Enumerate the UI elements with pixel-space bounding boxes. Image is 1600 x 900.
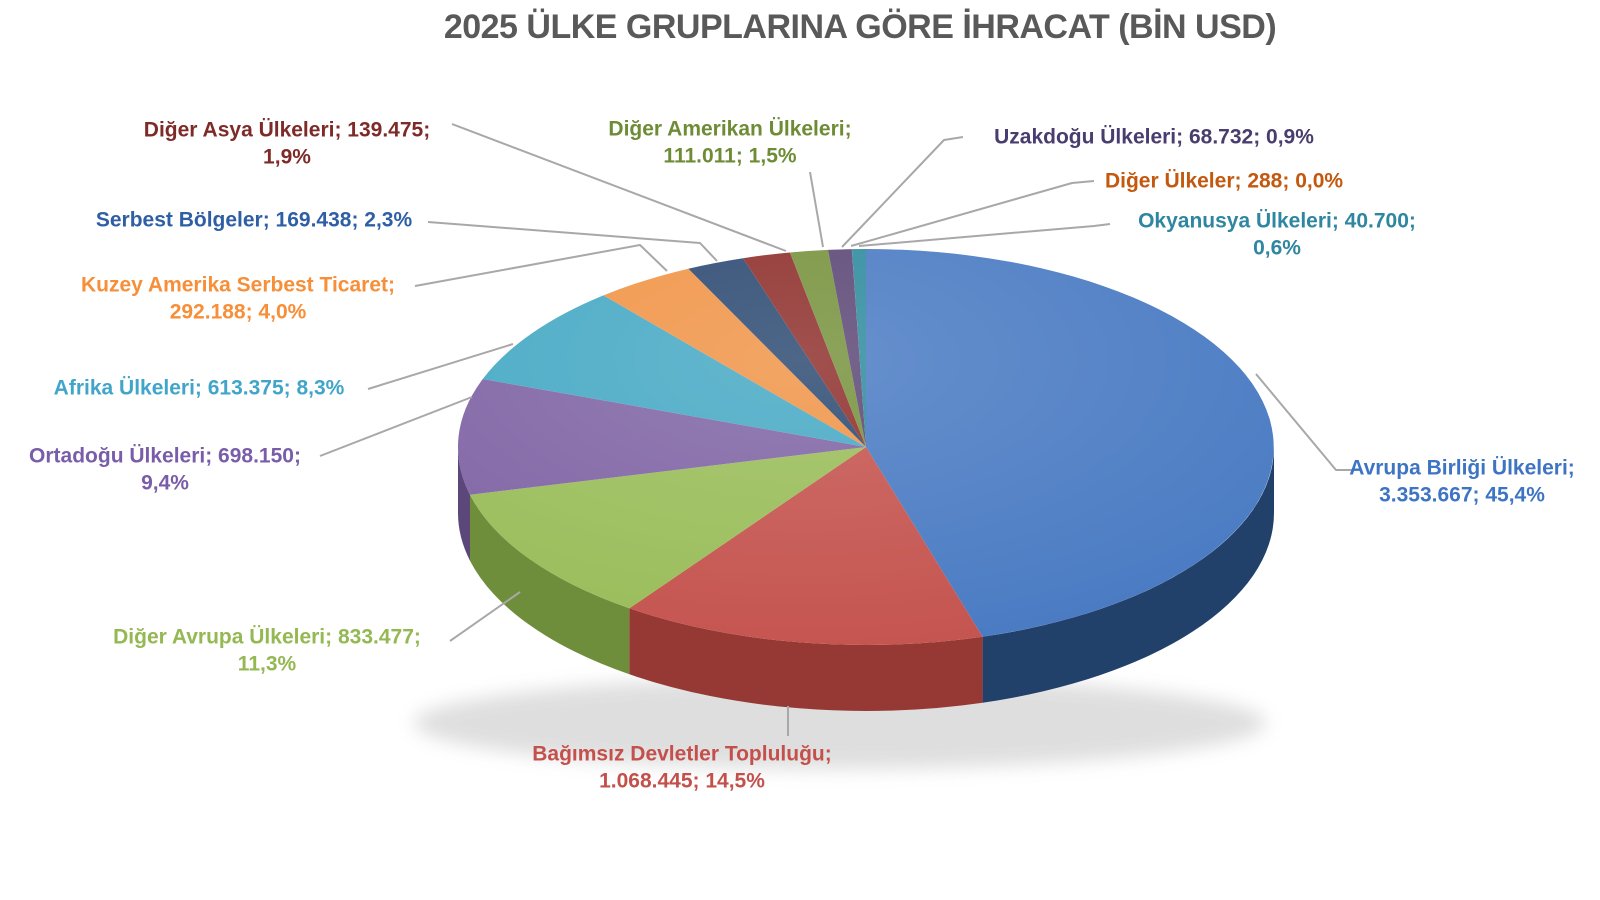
pie-label-line1: Diğer Avrupa Ülkeleri; 833.477;	[113, 625, 421, 649]
pie-label-2: Diğer Avrupa Ülkeleri; 833.477; 11,3%	[113, 624, 421, 679]
pie-label-7: Diğer Asya Ülkeleri; 139.475; 1,9%	[144, 117, 430, 172]
pie-label-line1: Diğer Ülkeler; 288; 0,0%	[1104, 169, 1344, 193]
pie-label-line2: 111.011; 1,5%	[663, 145, 797, 168]
pie-label-8: Diğer Amerikan Ülkeleri; 111.011; 1,5%	[608, 116, 851, 171]
pie-label-line2: 3.353.667; 45,4%	[1379, 484, 1545, 507]
pie-sheen	[458, 249, 1274, 645]
leader-line-8	[809, 171, 824, 248]
pie-side-3	[457, 447, 470, 561]
pie-label-line2: 9,4%	[141, 472, 189, 495]
leader-line-5	[414, 244, 668, 287]
pie-side-1	[629, 608, 983, 711]
leader-line-10	[850, 180, 1095, 247]
leader-line-7	[451, 123, 787, 252]
pie-label-line1: Bağımsız Devletler Topluluğu;	[532, 742, 832, 766]
pie-label-1: Bağımsız Devletler Topluluğu; 1.068.445; …	[532, 741, 831, 796]
leader-line-11	[858, 223, 1111, 247]
pie-label-11: Okyanusya Ülkeleri; 40.700; 0,6%	[1138, 208, 1416, 263]
pie-label-line2: 0,6%	[1253, 237, 1301, 260]
pie-label-line1: Ortadoğu Ülkeleri; 698.150;	[29, 444, 301, 468]
leader-line-2	[449, 591, 521, 642]
pie-label-line2: 11,3%	[237, 653, 297, 676]
pie-label-line1: Diğer Amerikan Ülkeleri;	[608, 117, 852, 141]
pie-label-5: Kuzey Amerika Serbest Ticaret; 292.188; 4…	[81, 272, 395, 327]
pie-label-9: Uzakdoğu Ülkeleri; 68.732; 0,9%	[994, 123, 1314, 150]
pie-label-line1: Serbest Bölgeler; 169.438; 2,3%	[95, 208, 413, 232]
pie-label-6: Serbest Bölgeler; 169.438; 2,3%	[96, 206, 412, 233]
pie-label-line1: Diğer Asya Ülkeleri; 139.475;	[143, 118, 431, 142]
pie-label-line2: 292.188; 4,0%	[169, 301, 307, 324]
leader-line-3	[319, 396, 473, 457]
pie-label-line1: Kuzey Amerika Serbest Ticaret;	[81, 273, 395, 297]
leader-line-4	[367, 343, 514, 390]
pie-label-line1: Okyanusya Ülkeleri; 40.700;	[1138, 209, 1416, 233]
leader-line-6	[427, 221, 718, 262]
chart-title: 2025 ÜLKE GRUPLARINA GÖRE İHRACAT (BİN U…	[443, 8, 1277, 46]
leader-line-9	[841, 136, 964, 248]
pie-label-4: Afrika Ülkeleri; 613.375; 8,3%	[54, 374, 345, 401]
pie-label-line2: 1,9%	[263, 146, 311, 169]
leader-line-0	[1255, 373, 1352, 471]
pie-label-0: Avrupa Birliği Ülkeleri; 3.353.667; 45,4%	[1349, 455, 1575, 510]
pie-floor-shadow	[414, 677, 1266, 769]
pie-side-0	[982, 447, 1274, 703]
pie-label-10: Diğer Ülkeler; 288; 0,0%	[1105, 167, 1343, 194]
pie-label-line2: 1.068.445; 14,5%	[599, 770, 765, 793]
pie-label-line1: Avrupa Birliği Ülkeleri;	[1349, 456, 1575, 480]
pie-label-line1: Uzakdoğu Ülkeleri; 68.732; 0,9%	[994, 125, 1314, 149]
pie-label-line1: Afrika Ülkeleri; 613.375; 8,3%	[53, 376, 345, 400]
pie-label-3: Ortadoğu Ülkeleri; 698.150; 9,4%	[29, 443, 301, 498]
pie-side-2	[470, 494, 630, 675]
